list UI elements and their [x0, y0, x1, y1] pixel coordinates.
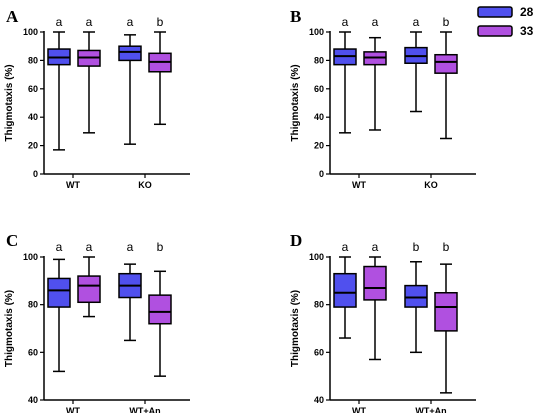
- significance-letter: a: [372, 240, 379, 254]
- box-c-wt-28: a: [47, 240, 71, 373]
- panel-c: C Thigmotaxis (%) 40 60 80 100 WT WT+An a a a b: [4, 231, 190, 413]
- significance-letter: b: [413, 240, 420, 254]
- panel-label-a: A: [6, 7, 19, 26]
- significance-letter: a: [413, 15, 420, 29]
- y-tick-label-d: 80: [314, 300, 324, 310]
- box-a-ko-28: a: [118, 15, 142, 145]
- legend-swatch-33: [477, 25, 513, 37]
- panel-label-c: C: [6, 231, 18, 250]
- box-body: [47, 277, 71, 308]
- y-tick-label-c: 40: [28, 395, 38, 405]
- box-body: [333, 272, 357, 308]
- significance-letter: a: [127, 240, 134, 254]
- y-axis-label-c: Thigmotaxis (%): [4, 290, 15, 367]
- panel-a: A Thigmotaxis (%) 0 20 40 60 80 100 WT KO a a a b: [4, 7, 190, 190]
- legend-label-28: 28: [520, 5, 534, 19]
- box-a-ko-33: b: [148, 15, 172, 126]
- x-tick-label-c: WT+An: [129, 406, 160, 413]
- y-axis-label-a: Thigmotaxis (%): [4, 64, 15, 141]
- y-tick-label-b: 0: [319, 169, 324, 179]
- legend: 28 33: [477, 5, 534, 38]
- significance-letter: a: [342, 15, 349, 29]
- y-tick-label-b: 60: [314, 84, 324, 94]
- y-tick-label-a: 100: [23, 27, 38, 37]
- legend-label-33: 33: [520, 24, 534, 38]
- y-tick-label-d: 40: [314, 395, 324, 405]
- y-tick-label-c: 100: [23, 252, 38, 262]
- x-tick-label-a: KO: [138, 180, 152, 190]
- panel-label-b: B: [290, 7, 301, 26]
- y-tick-label-c: 60: [28, 347, 38, 357]
- x-tick-label-c: WT: [66, 406, 80, 413]
- box-c-wt-33: a: [77, 240, 101, 318]
- box-body: [363, 265, 387, 301]
- significance-letter: b: [157, 15, 164, 29]
- box-d-wt-33: a: [363, 240, 387, 361]
- y-axis-label-b: Thigmotaxis (%): [290, 64, 301, 141]
- panel-label-d: D: [290, 231, 302, 250]
- y-tick-label-b: 40: [314, 112, 324, 122]
- legend-swatch-28: [477, 6, 513, 18]
- y-tick-label-b: 20: [314, 141, 324, 151]
- box-body: [77, 275, 101, 304]
- significance-letter: a: [86, 240, 93, 254]
- box-b-ko-33: b: [434, 15, 458, 140]
- box-a-wt-33: a: [77, 15, 101, 134]
- significance-letter: a: [56, 15, 63, 29]
- box-a-wt-28: a: [47, 15, 71, 151]
- y-tick-label-a: 40: [28, 112, 38, 122]
- x-tick-label-d: WT+An: [415, 406, 446, 413]
- y-tick-label-b: 80: [314, 55, 324, 65]
- significance-letter: b: [157, 240, 164, 254]
- box-body: [434, 53, 458, 74]
- y-tick-label-a: 0: [33, 169, 38, 179]
- significance-letter: a: [342, 240, 349, 254]
- box-b-wt-28: a: [333, 15, 357, 134]
- box-d-wtan-28: b: [404, 240, 428, 354]
- significance-letter: a: [372, 15, 379, 29]
- significance-letter: b: [443, 15, 450, 29]
- y-tick-label-a: 60: [28, 84, 38, 94]
- significance-letter: a: [56, 240, 63, 254]
- box-body: [118, 45, 142, 62]
- significance-letter: a: [86, 15, 93, 29]
- panels: A Thigmotaxis (%) 0 20 40 60 80 100 WT KO a a a b B Thi…: [4, 7, 476, 413]
- y-tick-label-c: 80: [28, 300, 38, 310]
- box-b-ko-28: a: [404, 15, 428, 113]
- box-c-wtan-28: a: [118, 240, 142, 342]
- box-b-wt-33: a: [363, 15, 387, 131]
- y-tick-label-d: 100: [309, 252, 324, 262]
- x-tick-label-b: KO: [424, 180, 438, 190]
- y-tick-label-b: 100: [309, 27, 324, 37]
- significance-letter: a: [127, 15, 134, 29]
- y-tick-label-d: 60: [314, 347, 324, 357]
- y-tick-label-a: 20: [28, 141, 38, 151]
- box-c-wtan-33: b: [148, 240, 172, 377]
- x-tick-label-b: WT: [352, 180, 366, 190]
- y-tick-label-a: 80: [28, 55, 38, 65]
- box-d-wtan-33: b: [434, 240, 458, 394]
- panel-b: B Thigmotaxis (%) 0 20 40 60 80 100 WT KO a a a b: [290, 7, 476, 190]
- significance-letter: b: [443, 240, 450, 254]
- box-body: [434, 292, 458, 332]
- box-body: [148, 294, 172, 325]
- y-axis-label-d: Thigmotaxis (%): [290, 290, 301, 367]
- panel-d: D Thigmotaxis (%) 40 60 80 100 WT WT+An a b a b: [290, 231, 476, 413]
- x-tick-label-d: WT: [352, 406, 366, 413]
- x-tick-label-a: WT: [66, 180, 80, 190]
- box-d-wt-28: a: [333, 240, 357, 339]
- box-body: [404, 284, 428, 308]
